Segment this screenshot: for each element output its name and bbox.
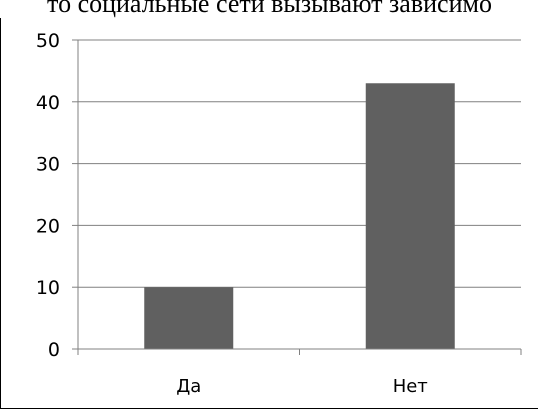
bars — [144, 83, 455, 349]
y-tick-label: 10 — [36, 277, 60, 299]
y-tick-label: 50 — [36, 30, 60, 52]
bar-0 — [144, 287, 234, 349]
y-tick-label: 20 — [36, 215, 60, 237]
axes — [72, 39, 522, 355]
axis-labels: 0 10 20 30 40 50 Да Нет — [36, 30, 428, 397]
x-tick-label: Да — [176, 376, 201, 397]
bar-1 — [365, 83, 455, 349]
chart-title: то социальные сети вызывают зависимо — [47, 0, 492, 18]
chart-frame — [0, 18, 538, 409]
y-tick-label: 40 — [36, 92, 60, 114]
y-tick-label: 30 — [36, 154, 60, 176]
x-tick-label: Нет — [393, 376, 428, 397]
y-tick-label: 0 — [48, 339, 60, 361]
